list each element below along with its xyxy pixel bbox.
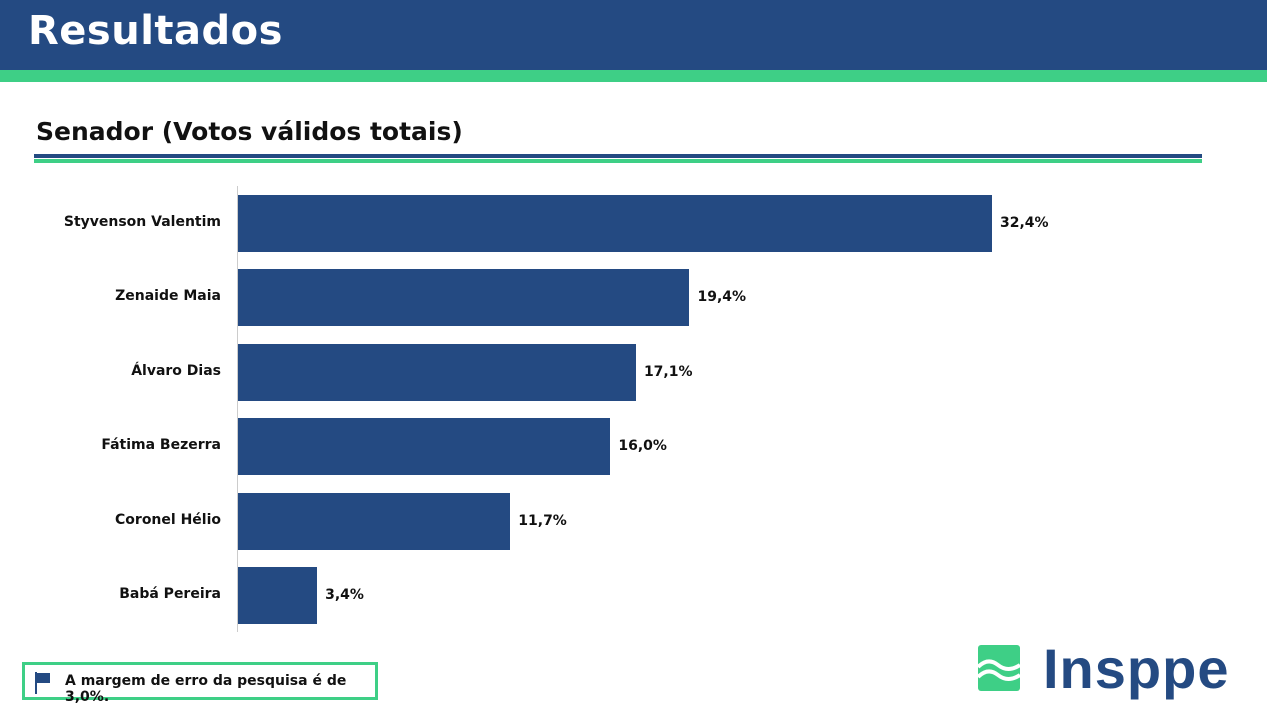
category-label: Zenaide Maia [115, 288, 221, 305]
value-label: 11,7% [518, 512, 567, 529]
category-label: Styvenson Valentim [63, 214, 221, 230]
logo-text: Insppe [1043, 637, 1230, 700]
bar [238, 343, 636, 401]
category-label: Babá Pereira [119, 586, 221, 602]
bar [238, 492, 511, 550]
inspppe-logo-icon [978, 645, 1020, 691]
category-label: Fátima Bezerra [101, 437, 221, 454]
bar [238, 567, 318, 624]
chart-title: Senador (Votos válidos totais) [36, 117, 463, 146]
value-label: 19,4% [697, 289, 747, 306]
value-label: 17,1% [643, 363, 693, 380]
value-label: 32,4% [1000, 215, 1049, 231]
divider-accent [34, 159, 1202, 163]
category-label: Álvaro Dias [131, 362, 221, 379]
flag-icon [35, 672, 50, 694]
page-title: Resultados [28, 8, 283, 54]
divider [34, 154, 1202, 158]
bar [238, 418, 611, 476]
header-stripe [0, 70, 1267, 82]
value-label: 16,0% [618, 438, 667, 455]
y-axis-line [237, 186, 238, 632]
value-label: 3,4% [325, 587, 364, 603]
bar [238, 195, 992, 252]
margin-of-error-note: A margem de erro da pesquisa é de 3,0%. [22, 662, 378, 705]
category-label: Coronel Hélio [115, 511, 221, 528]
note-text: A margem de erro da pesquisa é de 3,0%. [65, 673, 347, 705]
header-bar: Resultados [0, 0, 1267, 70]
bar [238, 269, 690, 327]
